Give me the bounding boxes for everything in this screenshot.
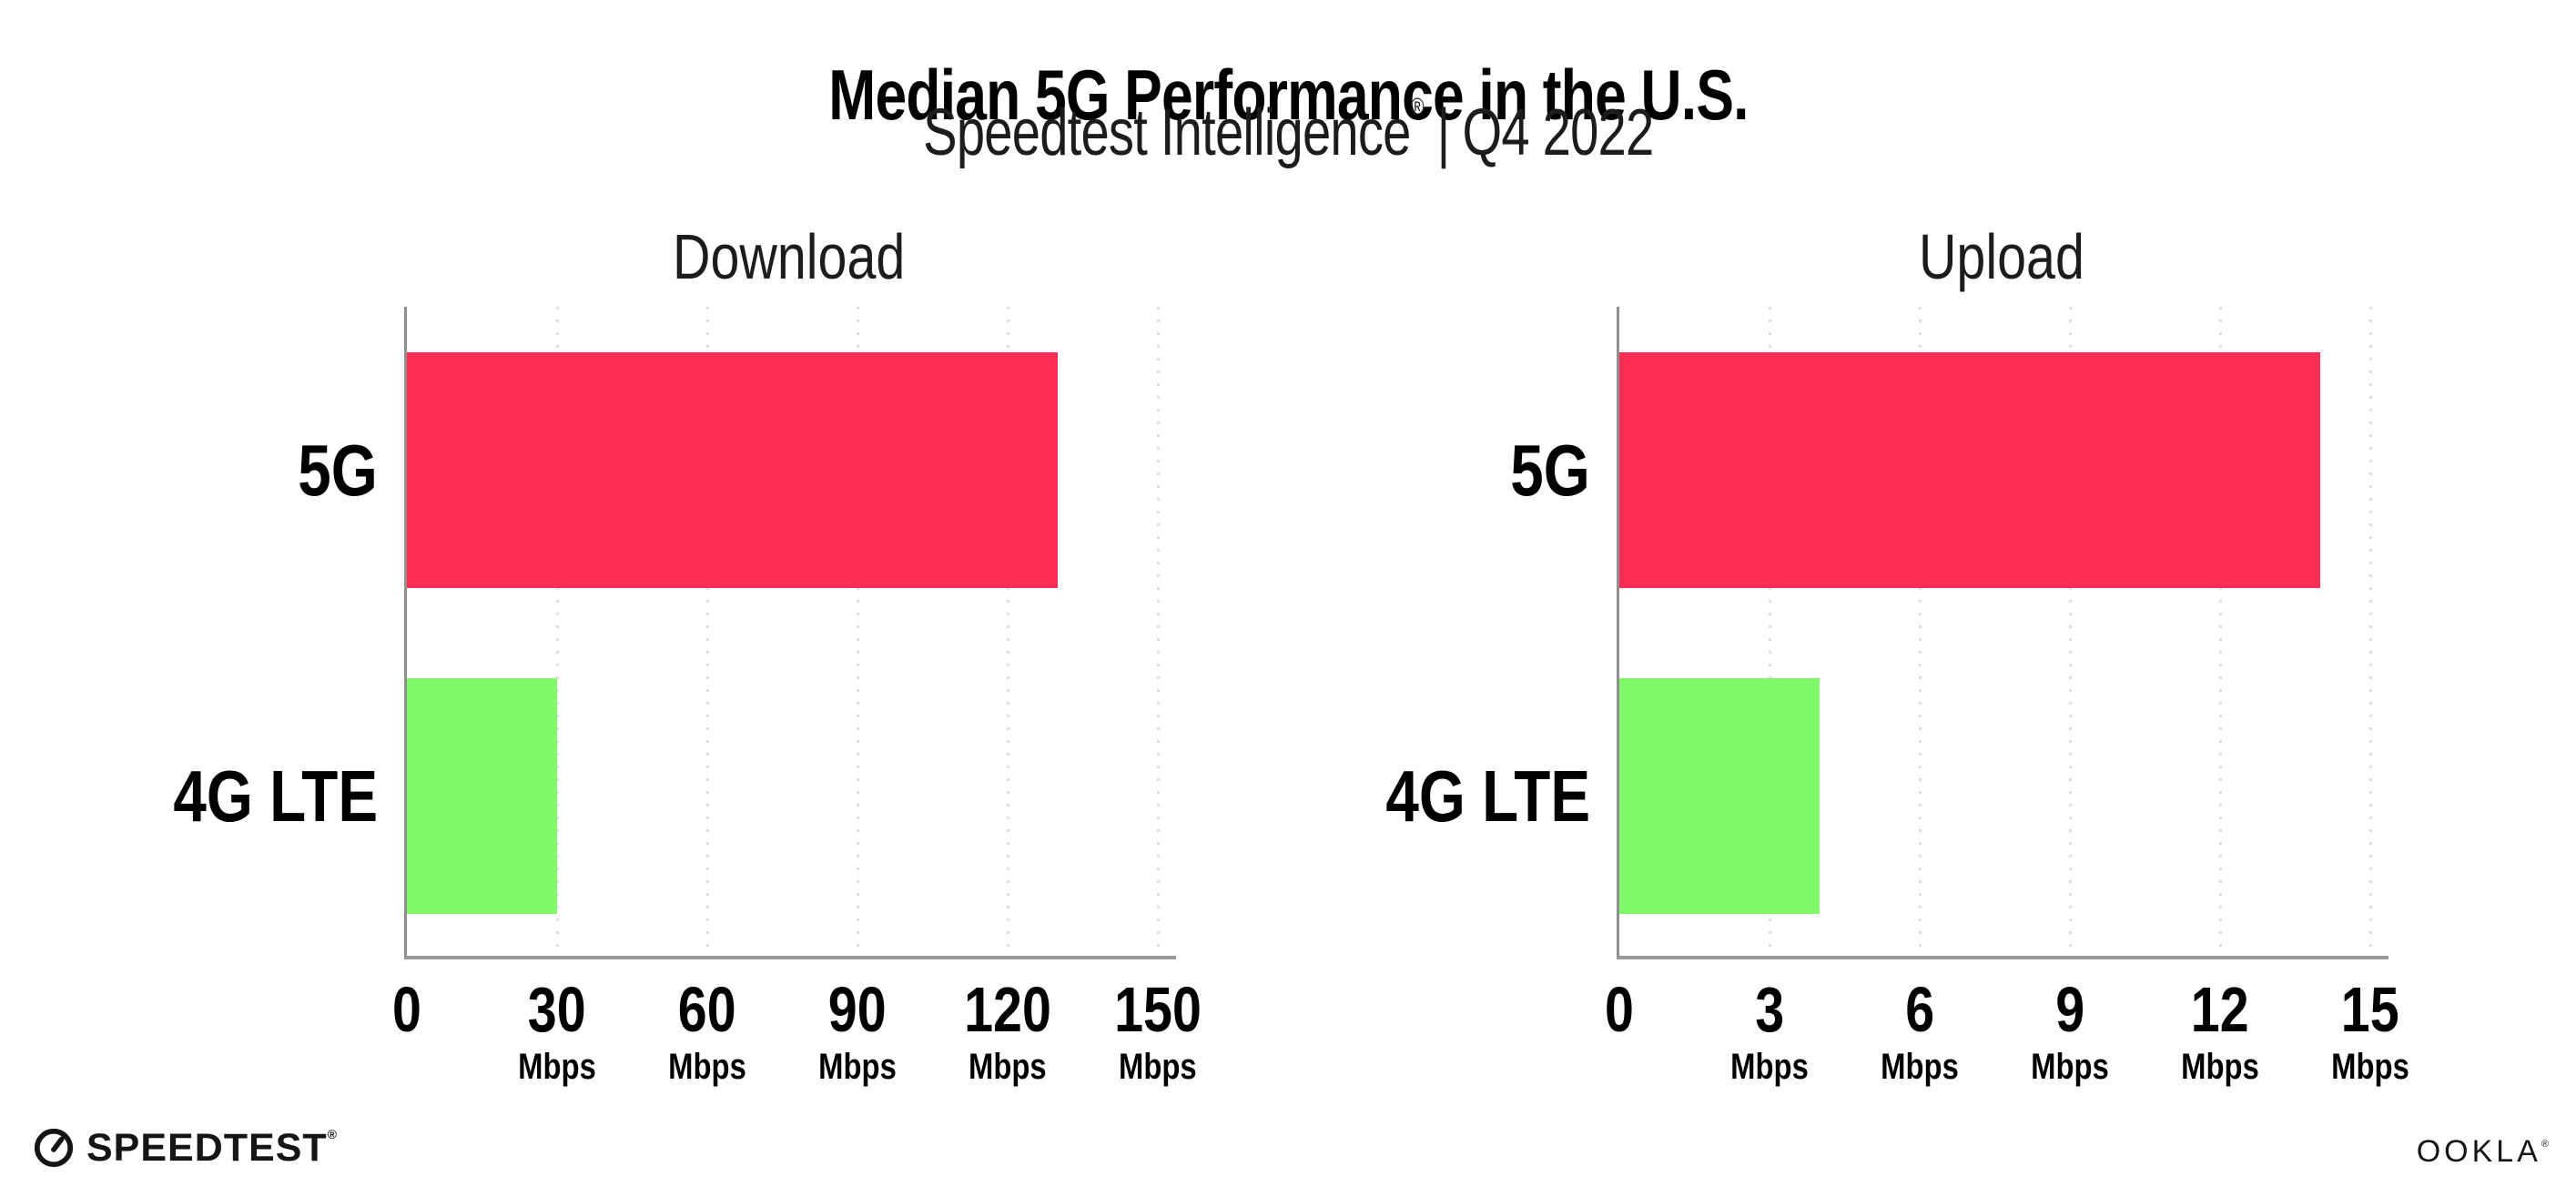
gridline (2369, 307, 2372, 956)
x-tick-30: 30 Mbps (518, 974, 596, 1087)
speedtest-gauge-icon (33, 1127, 75, 1169)
upload-plot-area: 5G 4G LTE 0 3 Mbps 6 Mbps 9 Mbps 12 Mbps 15 M… (1385, 307, 2409, 1085)
x-tick-120: 120 Mbps (964, 974, 1051, 1087)
download-plot-area: 5G 4G LTE 0 30 Mbps 60 Mbps 90 Mbps 120 Mbps… (173, 307, 1202, 1085)
page-title-text: Median 5G Performance in the U.S. (827, 55, 1749, 136)
download-chart-panel: Download 5G 4G LTE 0 30 Mbps 60 Mbps 90 Mbp… (0, 209, 1288, 1129)
subtitle-period: Q4 2022 (1462, 96, 1654, 169)
category-label-5g: 5G (298, 430, 378, 511)
category-label-5g: 5G (1510, 430, 1590, 511)
gridline (1769, 307, 1771, 956)
x-tick-90: 90 Mbps (818, 974, 897, 1087)
gridline (1919, 307, 1922, 956)
x-tick-15: 15 Mbps (2331, 974, 2409, 1087)
x-tick-0: 0 (392, 974, 421, 1045)
gridline (706, 307, 709, 956)
subtitle-brand: Speedtest Intelligence (922, 96, 1411, 169)
x-tick-60: 60 Mbps (668, 974, 746, 1087)
speedtest-logo: SPEEDTEST® (33, 1127, 337, 1169)
subtitle-separator: | (1436, 96, 1450, 169)
upload-chart-title: Upload (1918, 221, 2084, 292)
bar-download-4g-lte (407, 678, 557, 914)
x-tick-0: 0 (1605, 974, 1634, 1045)
gridline (2069, 307, 2072, 956)
bar-upload-5g (1619, 352, 2320, 588)
x-tick-3: 3 Mbps (1730, 974, 1809, 1087)
category-label-4g-lte: 4G LTE (1385, 756, 1590, 837)
registered-trademark-icon: ® (2541, 1139, 2549, 1150)
gridline (857, 307, 859, 956)
upload-chart-panel: Upload 5G 4G LTE 0 3 Mbps 6 Mbps 9 Mbps 12 M… (1288, 209, 2576, 1129)
registered-trademark-icon: ® (327, 1127, 337, 1141)
download-chart-title: Download (672, 221, 906, 292)
bar-download-5g (407, 352, 1058, 588)
page-subtitle: Speedtest Intelligence® | Q4 2022 (0, 93, 2576, 169)
registered-trademark-icon: ® (1410, 93, 1425, 120)
ookla-logo: OOKLA® (2416, 1134, 2549, 1169)
x-tick-150: 150 Mbps (1114, 974, 1202, 1087)
page-title: Median 5G Performance in the U.S. (0, 55, 2576, 136)
gridline (2219, 307, 2222, 956)
bar-upload-4g-lte (1619, 678, 1820, 914)
speedtest-wordmark: SPEEDTEST® (86, 1126, 337, 1170)
gridline (556, 307, 559, 956)
x-tick-9: 9 Mbps (2031, 974, 2109, 1087)
x-tick-12: 12 Mbps (2181, 974, 2259, 1087)
x-tick-6: 6 Mbps (1881, 974, 1959, 1087)
category-label-4g-lte: 4G LTE (173, 756, 378, 837)
gridline (1157, 307, 1160, 956)
gridline (1007, 307, 1009, 956)
